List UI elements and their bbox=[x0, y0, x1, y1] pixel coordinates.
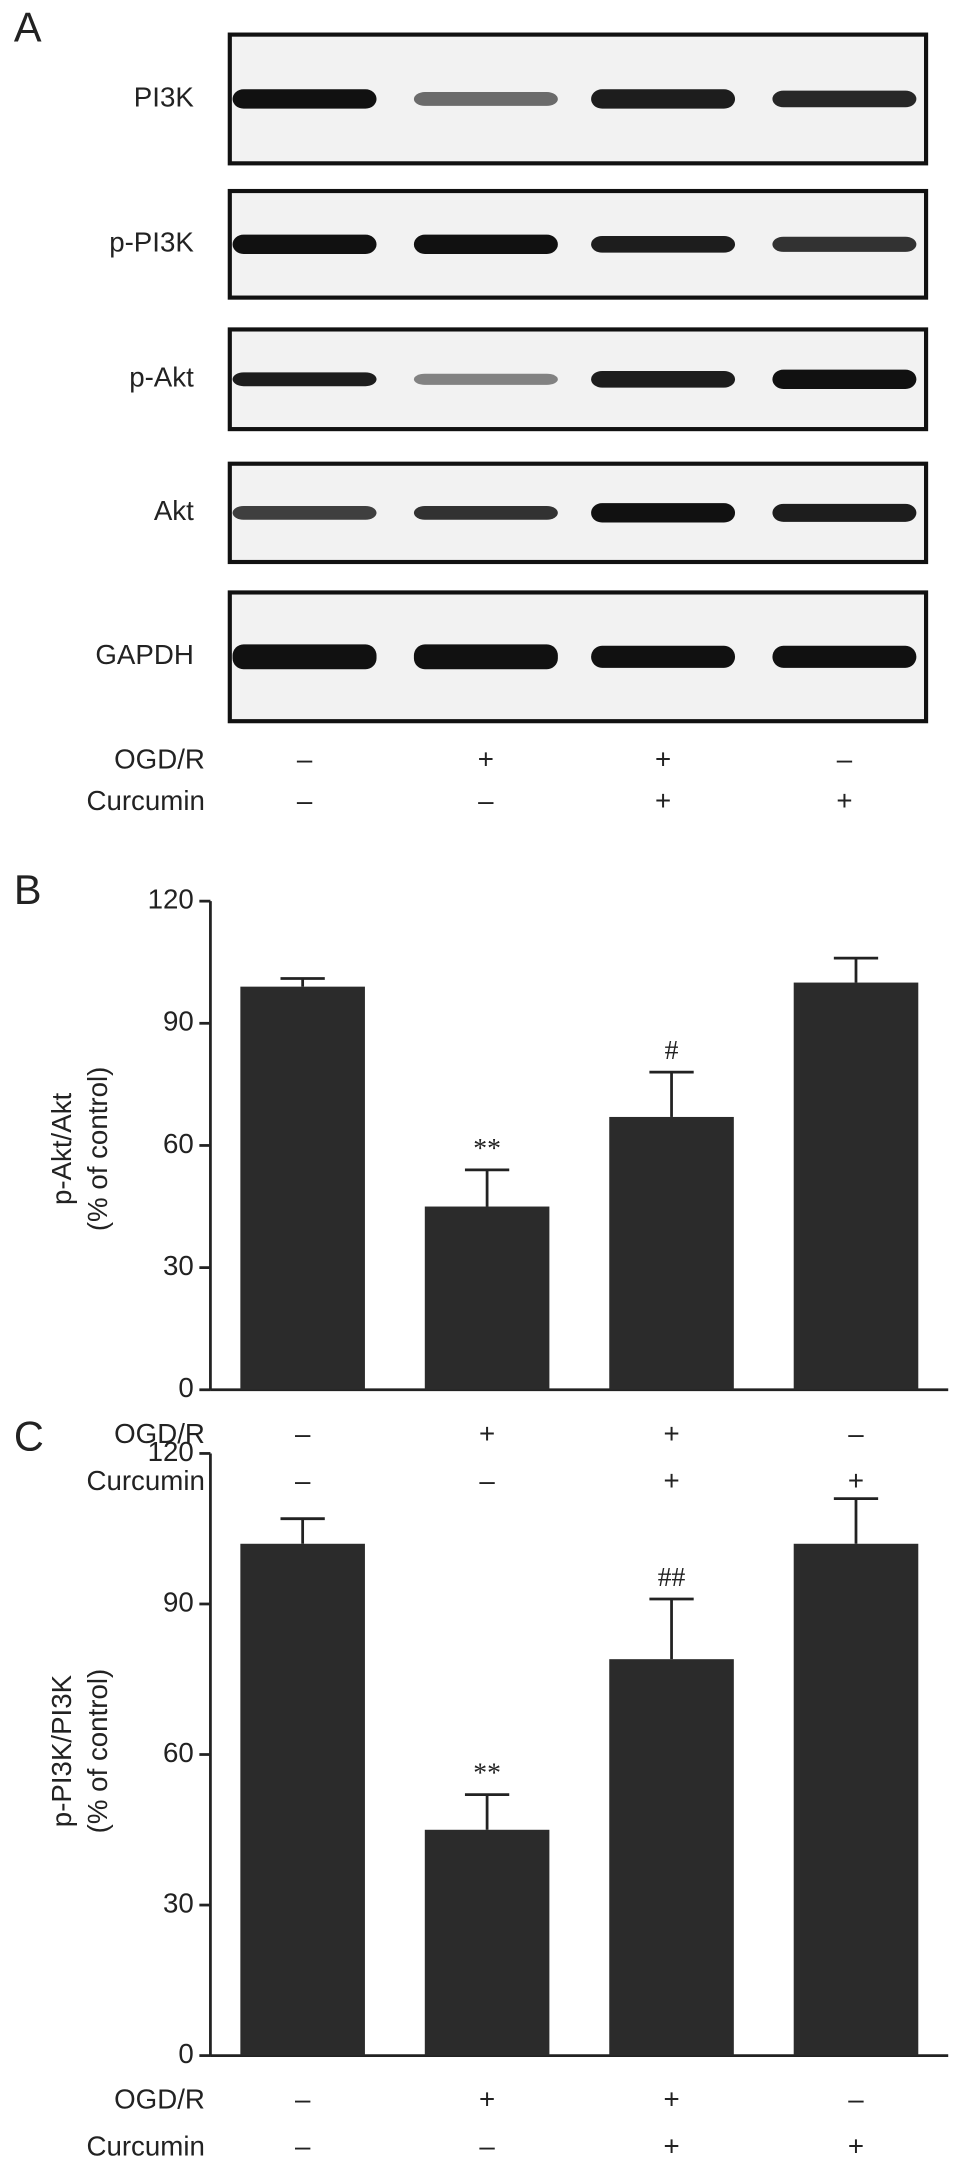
condition-sign: + bbox=[663, 2131, 679, 2162]
blot-label: Akt bbox=[154, 495, 194, 526]
panel-label: B bbox=[14, 866, 42, 913]
condition-sign: + bbox=[663, 1418, 679, 1449]
condition-sign: + bbox=[848, 1465, 864, 1496]
bar bbox=[793, 982, 919, 1390]
bar bbox=[240, 986, 365, 1390]
band bbox=[413, 644, 558, 670]
band bbox=[772, 369, 917, 389]
band bbox=[413, 92, 558, 106]
significance: ** bbox=[473, 1757, 501, 1788]
condition-sign: + bbox=[663, 1465, 679, 1496]
y-tick-label: 30 bbox=[163, 1250, 194, 1281]
condition-sign: + bbox=[655, 744, 671, 775]
bar bbox=[793, 1543, 919, 2056]
condition-sign: – bbox=[848, 2084, 864, 2115]
bar bbox=[609, 1659, 734, 2056]
band bbox=[772, 645, 917, 668]
significance: ** bbox=[473, 1132, 501, 1163]
blot-label: PI3K bbox=[134, 81, 195, 112]
band bbox=[591, 89, 736, 109]
band bbox=[232, 89, 377, 109]
band bbox=[772, 236, 917, 252]
bar bbox=[609, 1116, 734, 1390]
condition-sign: – bbox=[295, 2131, 311, 2162]
condition-sign: – bbox=[479, 2131, 495, 2162]
condition-sign: + bbox=[663, 2084, 679, 2115]
band bbox=[413, 234, 558, 255]
condition-sign: + bbox=[479, 2084, 495, 2115]
band bbox=[772, 503, 917, 522]
y-tick-label: 0 bbox=[178, 1372, 193, 1403]
band bbox=[413, 373, 558, 385]
condition-sign: – bbox=[295, 2084, 311, 2115]
significance: ## bbox=[658, 1561, 686, 1592]
condition-name: OGD/R bbox=[114, 2084, 205, 2115]
band bbox=[232, 372, 377, 387]
panel-label: C bbox=[14, 1413, 44, 1460]
y-tick-label: 90 bbox=[163, 1586, 194, 1617]
band bbox=[591, 645, 736, 668]
condition-name: Curcumin bbox=[86, 1465, 204, 1496]
condition-sign: – bbox=[297, 785, 313, 816]
condition-sign: + bbox=[478, 744, 494, 775]
y-tick-label: 90 bbox=[163, 1006, 194, 1037]
band bbox=[232, 644, 377, 670]
y-tick-label: 30 bbox=[163, 1887, 194, 1918]
condition-sign: – bbox=[478, 785, 494, 816]
condition-name: OGD/R bbox=[114, 744, 205, 775]
condition-sign: – bbox=[295, 1418, 311, 1449]
panel-label: A bbox=[14, 3, 42, 50]
condition-name: OGD/R bbox=[114, 1418, 205, 1449]
y-tick-label: 0 bbox=[178, 2038, 193, 2069]
y-tick-label: 120 bbox=[148, 1436, 194, 1467]
y-tick-label: 120 bbox=[148, 883, 194, 914]
band bbox=[232, 505, 377, 520]
blot-label: GAPDH bbox=[95, 639, 193, 670]
y-axis-label: (% of control) bbox=[82, 1067, 113, 1232]
y-axis-label: p-Akt/Akt bbox=[46, 1092, 77, 1205]
band bbox=[232, 234, 377, 255]
bar bbox=[424, 1829, 550, 2056]
condition-sign: + bbox=[479, 1418, 495, 1449]
condition-sign: + bbox=[836, 785, 852, 816]
bar bbox=[240, 1543, 365, 2056]
band bbox=[772, 90, 917, 108]
y-tick-label: 60 bbox=[163, 1737, 194, 1768]
condition-sign: – bbox=[848, 1418, 864, 1449]
band bbox=[413, 505, 558, 520]
bar bbox=[424, 1206, 550, 1390]
condition-sign: – bbox=[479, 1465, 495, 1496]
condition-sign: – bbox=[837, 744, 853, 775]
y-axis-label: (% of control) bbox=[82, 1669, 113, 1834]
band bbox=[591, 503, 736, 523]
band bbox=[591, 236, 736, 253]
condition-sign: – bbox=[295, 1465, 311, 1496]
condition-sign: + bbox=[655, 785, 671, 816]
y-tick-label: 60 bbox=[163, 1128, 194, 1159]
blot-label: p-PI3K bbox=[109, 227, 194, 258]
condition-sign: – bbox=[297, 744, 313, 775]
condition-name: Curcumin bbox=[86, 785, 204, 816]
blot-label: p-Akt bbox=[129, 362, 194, 393]
condition-sign: + bbox=[848, 2131, 864, 2162]
band bbox=[591, 370, 736, 388]
y-axis-label: p-PI3K/PI3K bbox=[46, 1674, 77, 1827]
significance: # bbox=[665, 1034, 679, 1065]
condition-name: Curcumin bbox=[86, 2131, 204, 2162]
